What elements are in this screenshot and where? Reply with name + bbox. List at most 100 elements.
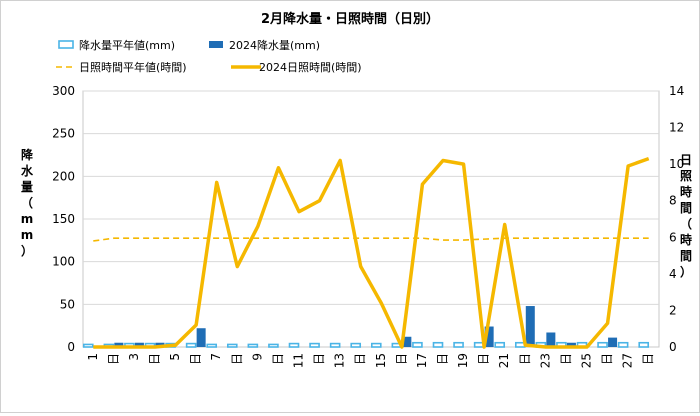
y-left-tick-label: 0	[67, 340, 75, 354]
y-left-label-char: ）	[21, 243, 33, 258]
y-right-label-char: 間	[680, 249, 692, 263]
y-left-label-char: 降	[21, 147, 34, 162]
bar-precip-normal	[494, 341, 506, 348]
y-left-label-char: m	[21, 228, 34, 242]
line-sunshine-normal	[93, 237, 649, 242]
bar-precip-2024	[484, 326, 494, 347]
bar-precip-normal	[370, 342, 382, 348]
y-left-tick-label: 100	[52, 255, 75, 269]
x-tick-label: 27	[621, 353, 635, 368]
x-tick-label: 日	[271, 353, 285, 365]
y-right-tick-label: 0	[669, 340, 677, 354]
y-left-label-char: 水	[21, 163, 34, 178]
bar-precip-normal	[185, 342, 197, 348]
bar-precip-2024	[608, 337, 618, 347]
x-tick-label: 19	[456, 353, 470, 368]
x-tick-label: 日	[436, 353, 450, 365]
y-right-label-char: ）	[680, 264, 692, 279]
y-left-label-char: m	[21, 212, 34, 226]
y-right-tick-label: 4	[669, 267, 677, 281]
y-axis-right-ticks: 0 2 4 6 8 10 12 14	[669, 84, 684, 354]
bar-precip-2024	[566, 342, 576, 347]
x-tick-label: 日	[312, 353, 326, 365]
legend-swatch-precip-normal	[58, 40, 74, 49]
x-tick-label: 日	[230, 353, 244, 365]
x-tick-label: 1	[86, 353, 100, 361]
bar-precip-normal	[617, 341, 629, 348]
x-tick-label: 日	[106, 353, 120, 365]
y-right-label-char: 日	[680, 153, 692, 167]
legend: 降水量平年値(mm) 2024降水量(mm) 日照時間平年値(時間) 2024日照時間…	[56, 38, 362, 74]
bar-precip-2024	[196, 328, 206, 347]
x-tick-label: 日	[518, 353, 532, 365]
x-tick-label: 日	[641, 353, 655, 365]
y-right-tick-label: 10	[669, 157, 684, 171]
bar-precip-2024	[525, 306, 535, 347]
bar-precip-normal	[247, 343, 259, 348]
y-left-tick-label: 150	[52, 212, 75, 226]
x-tick-label: 日	[148, 353, 162, 365]
y-left-tick-label: 300	[52, 84, 75, 98]
x-tick-label: 11	[292, 353, 306, 368]
y-axis-left-ticks: 0 50 100 150 200 250 300	[52, 84, 75, 354]
y-right-tick-label: 8	[669, 194, 677, 208]
bar-precip-normal	[597, 341, 608, 348]
bar-precip-normal	[226, 343, 238, 348]
x-tick-label: 日	[353, 353, 367, 365]
x-tick-label: 日	[477, 353, 491, 365]
y-right-label-char: 時	[680, 184, 692, 199]
y-left-tick-label: 200	[52, 169, 75, 183]
y-left-tick-label: 250	[52, 127, 75, 141]
y-left-tick-label: 50	[60, 297, 75, 311]
y-axis-left-label: 降水量（mm）	[21, 147, 34, 258]
bar-precip-2024	[114, 342, 124, 347]
bar-precip-normal	[268, 343, 279, 348]
x-tick-label: 9	[250, 353, 264, 361]
y-right-tick-label: 14	[669, 84, 684, 98]
x-tick-label: 13	[333, 353, 347, 368]
x-tick-label: 25	[580, 353, 594, 368]
bar-precip-normal	[350, 342, 362, 348]
bar-precip-2024	[546, 332, 556, 347]
bar-precip-normal	[329, 342, 341, 348]
bar-precip-normal	[412, 341, 423, 348]
x-tick-label: 日	[189, 353, 203, 365]
x-tick-label: 日	[600, 353, 614, 365]
bar-precip-normal	[638, 341, 650, 348]
bar-precip-normal	[206, 343, 218, 348]
y-right-label-char: 時	[680, 232, 692, 247]
legend-label: 2024日照時間(時間)	[259, 61, 362, 74]
x-tick-label: 23	[538, 353, 552, 368]
y-axis-right-label: 日照時間（時間）	[680, 153, 692, 279]
x-axis-ticks: 1 日 3 日 5 日 7 日 9 日 11 日 13 日 15 日 17 日 19 日 21 日 23 日 25 日 27 日	[86, 353, 655, 368]
y-right-label-char: （	[680, 216, 692, 231]
x-tick-label: 日	[394, 353, 408, 365]
x-tick-label: 15	[374, 353, 388, 368]
y-right-tick-label: 6	[669, 230, 677, 244]
line-sunshine-2024	[93, 157, 650, 349]
y-right-label-char: 間	[680, 201, 692, 215]
y-right-tick-label: 2	[669, 303, 677, 317]
legend-label: 日照時間平年値(時間)	[79, 60, 187, 74]
y-right-tick-label: 12	[669, 121, 684, 135]
legend-label: 2024降水量(mm)	[229, 38, 320, 52]
x-tick-label: 3	[127, 353, 141, 361]
bar-precip-normal	[453, 341, 464, 348]
bar-precip-2024	[134, 342, 144, 347]
legend-label: 降水量平年値(mm)	[79, 38, 175, 52]
bar-precip-normal	[82, 343, 94, 348]
x-tick-label: 7	[209, 353, 223, 361]
bar-precip-normal	[288, 342, 300, 348]
legend-swatch-precip-2024	[209, 41, 223, 48]
x-tick-label: 21	[497, 353, 511, 368]
x-tick-label: 5	[168, 353, 182, 361]
x-tick-label: 日	[559, 353, 573, 365]
x-tick-label: 17	[415, 353, 429, 368]
y-left-label-char: （	[21, 195, 33, 210]
bar-precip-normal	[309, 342, 320, 348]
gridlines	[83, 90, 659, 305]
sunshine-lines	[93, 157, 650, 349]
y-right-label-char: 照	[680, 168, 692, 183]
